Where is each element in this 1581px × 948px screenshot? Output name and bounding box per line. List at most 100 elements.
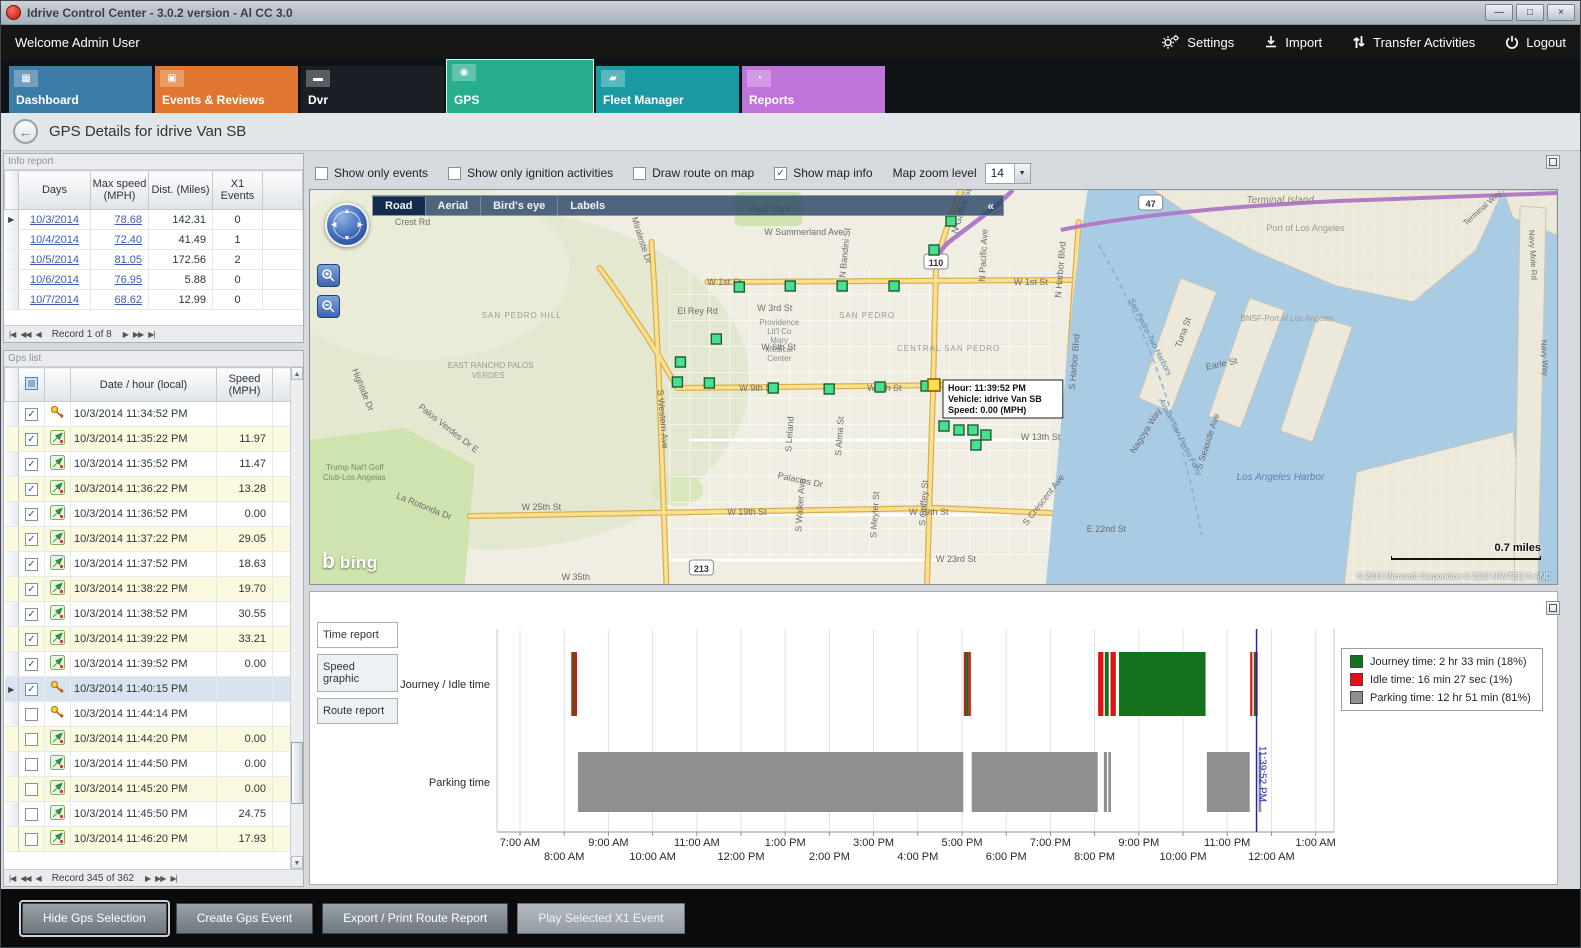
topbar-transfer-activities[interactable]: Transfer Activities: [1352, 35, 1475, 50]
info-report-row[interactable]: 10/7/2014 68.62 12.99 0: [4, 289, 303, 310]
gps-list-row[interactable]: ✓ 10/3/2014 11:35:22 PM 11.97: [4, 426, 303, 452]
pager-last-button[interactable]: ▶|: [148, 329, 155, 339]
checkbox-show-only-events[interactable]: Show only events: [315, 166, 428, 180]
tab-reports[interactable]: ◔ Reports: [742, 66, 885, 113]
row-checkbox[interactable]: [25, 757, 38, 771]
tab-gps[interactable]: ◉ GPS: [446, 59, 594, 114]
checkbox-box[interactable]: [448, 166, 462, 180]
info-report-row[interactable]: ▶ 10/3/2014 78.68 142.31 0: [4, 209, 303, 230]
gps-list-row[interactable]: ✓ 10/3/2014 11:34:52 PM: [4, 401, 303, 427]
gps-list-scrollbar[interactable]: ▲ ▼: [290, 367, 303, 869]
pager-next-button[interactable]: ▶: [144, 873, 151, 883]
info-report-row[interactable]: 10/4/2014 72.40 41.49 1: [4, 229, 303, 250]
column-header[interactable]: Speed (MPH): [216, 367, 273, 402]
bing-logo[interactable]: b bing: [322, 550, 378, 574]
map-style-labels[interactable]: Labels: [557, 196, 617, 215]
report-tab-time-report[interactable]: Time report: [317, 622, 398, 648]
gps-list-row[interactable]: ✓ 10/3/2014 11:38:22 PM 19.70: [4, 576, 303, 602]
checkbox-show-map-info[interactable]: ✓ Show map info: [774, 166, 873, 180]
checkbox-box[interactable]: [633, 166, 647, 180]
info-report-row[interactable]: 10/5/2014 81.05 172.56 2: [4, 249, 303, 270]
report-panel-toggle[interactable]: [1546, 601, 1560, 615]
gps-list-row[interactable]: ✓ 10/3/2014 11:36:22 PM 13.28: [4, 476, 303, 502]
gps-marker[interactable]: [874, 381, 886, 393]
tab-fleet-manager[interactable]: ▰ Fleet Manager: [596, 66, 739, 113]
scrollbar-track[interactable]: [291, 380, 303, 856]
max-speed-link[interactable]: 81.05: [114, 253, 142, 266]
scroll-down-button[interactable]: ▼: [291, 856, 303, 869]
max-speed-link[interactable]: 78.68: [114, 213, 142, 226]
day-link[interactable]: 10/4/2014: [30, 233, 79, 246]
gps-marker[interactable]: [928, 244, 940, 256]
title-bar[interactable]: Idrive Control Center - 3.0.2 version - …: [1, 1, 1580, 25]
row-checkbox[interactable]: ✓: [25, 457, 38, 471]
checkbox-box[interactable]: ✓: [774, 166, 788, 180]
pager-next-page-button[interactable]: ▶▶: [132, 329, 144, 339]
map-nav-collapse-button[interactable]: «: [987, 198, 994, 213]
gps-marker[interactable]: [970, 439, 982, 451]
row-checkbox[interactable]: ✓: [25, 482, 38, 496]
map-style-bird-s-eye[interactable]: Bird's eye: [480, 196, 557, 215]
zoom-in-button[interactable]: [317, 264, 340, 287]
column-header[interactable]: Dist. (Miles): [148, 170, 213, 210]
gps-marker[interactable]: [784, 280, 796, 292]
row-checkbox[interactable]: [25, 732, 38, 746]
gps-marker[interactable]: [671, 376, 684, 388]
map-compass-control[interactable]: ▲ ▼ ◀ ▶: [325, 203, 369, 247]
report-tab-speed-graphic[interactable]: Speed graphic: [317, 654, 398, 692]
row-checkbox[interactable]: ✓: [25, 407, 38, 421]
gps-list-row[interactable]: ✓ 10/3/2014 11:37:22 PM 29.05: [4, 526, 303, 552]
row-checkbox[interactable]: ✓: [25, 682, 38, 696]
row-checkbox[interactable]: ✓: [25, 532, 38, 546]
row-checkbox[interactable]: ✓: [25, 632, 38, 646]
gps-list-row[interactable]: ✓ 10/3/2014 11:39:22 PM 33.21: [4, 626, 303, 652]
checkbox-box[interactable]: [315, 166, 328, 180]
gps-list-pager[interactable]: |◀ ◀◀ ◀ Record 345 of 362 ▶ ▶▶ ▶|: [4, 869, 303, 886]
gps-marker[interactable]: [674, 356, 687, 368]
pager-prev-page-button[interactable]: ◀◀: [20, 873, 31, 883]
map-style-aerial[interactable]: Aerial: [424, 196, 481, 215]
topbar-import[interactable]: Import: [1264, 35, 1322, 50]
row-checkbox[interactable]: [25, 707, 38, 721]
row-checkbox[interactable]: ✓: [25, 657, 38, 671]
map-panel-toggle[interactable]: [1546, 155, 1560, 169]
gps-marker[interactable]: [836, 280, 848, 292]
row-checkbox[interactable]: ✓: [25, 582, 38, 596]
pager-next-button[interactable]: ▶: [122, 329, 129, 339]
gps-marker[interactable]: [733, 281, 746, 293]
info-report-row[interactable]: 10/6/2014 76.95 5.88 0: [4, 269, 303, 290]
gps-list-row[interactable]: 10/3/2014 11:46:20 PM 17.93: [4, 826, 303, 852]
row-checkbox[interactable]: ✓: [25, 432, 38, 446]
day-link[interactable]: 10/6/2014: [30, 273, 79, 286]
day-link[interactable]: 10/3/2014: [30, 213, 79, 226]
column-header[interactable]: Days: [18, 170, 91, 210]
pager-next-page-button[interactable]: ▶▶: [155, 873, 166, 883]
report-tab-route-report[interactable]: Route report: [317, 698, 398, 724]
scrollbar-thumb[interactable]: [291, 741, 303, 804]
minimize-button[interactable]: —: [1485, 4, 1513, 21]
tab-events-reviews[interactable]: ▣ Events & Reviews: [155, 66, 298, 113]
max-speed-link[interactable]: 72.40: [114, 233, 142, 246]
gps-list-row[interactable]: 10/3/2014 11:44:14 PM: [4, 701, 303, 727]
gps-list-row[interactable]: 10/3/2014 11:44:20 PM 0.00: [4, 726, 303, 752]
row-checkbox[interactable]: ✓: [25, 557, 38, 571]
row-checkbox[interactable]: [25, 807, 38, 821]
pager-first-button[interactable]: |◀: [9, 873, 16, 883]
gps-marker[interactable]: [823, 383, 835, 395]
gps-marker[interactable]: [945, 215, 957, 227]
pager-prev-button[interactable]: ◀: [35, 329, 42, 339]
pan-up-icon[interactable]: ▲: [343, 208, 351, 215]
pager-prev-button[interactable]: ◀: [35, 873, 42, 883]
pager-prev-page-button[interactable]: ◀◀: [20, 329, 31, 339]
max-speed-link[interactable]: 76.95: [114, 273, 142, 286]
day-link[interactable]: 10/7/2014: [30, 293, 79, 306]
pan-right-icon[interactable]: ▶: [357, 221, 363, 229]
checkbox-show-only-ignition-activities[interactable]: Show only ignition activities: [448, 166, 613, 180]
gps-list-row[interactable]: ✓ 10/3/2014 11:39:52 PM 0.00: [4, 651, 303, 677]
gps-list-row[interactable]: ✓ 10/3/2014 11:37:52 PM 18.63: [4, 551, 303, 577]
selected-gps-marker[interactable]: [927, 378, 941, 392]
gps-marker[interactable]: [767, 382, 779, 394]
scroll-up-button[interactable]: ▲: [291, 367, 303, 380]
pan-left-icon[interactable]: ◀: [331, 221, 337, 229]
